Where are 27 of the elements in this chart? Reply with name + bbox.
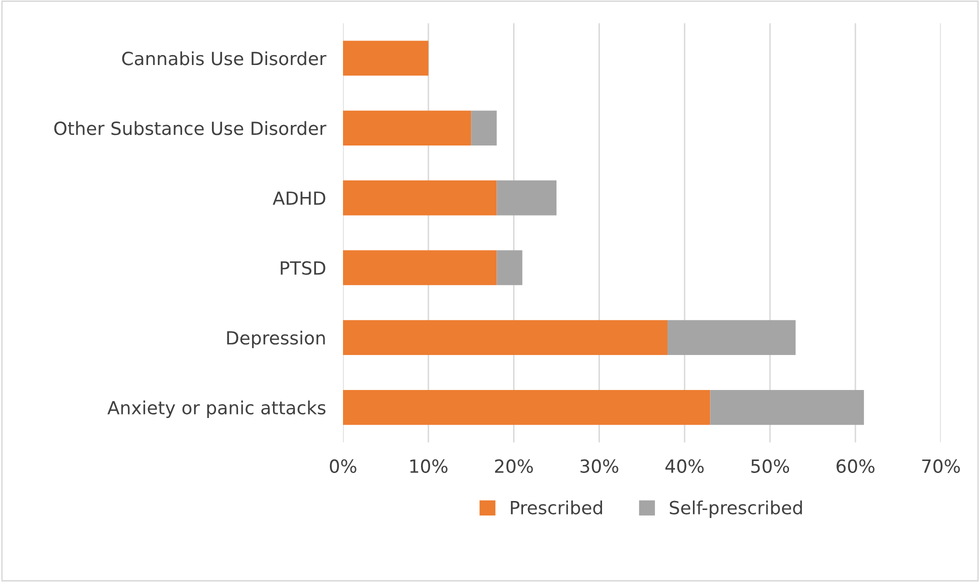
x-tick-label: 0% xyxy=(330,459,356,473)
bar xyxy=(496,250,522,286)
bar xyxy=(343,110,472,146)
bar xyxy=(471,110,497,146)
y-tick-label: Depression xyxy=(227,330,325,348)
bar xyxy=(668,320,796,356)
bar xyxy=(343,250,497,286)
bar xyxy=(496,180,556,216)
y-tick-label: Other Substance Use Disorder xyxy=(54,121,326,136)
x-tick-label: 30% xyxy=(580,459,618,473)
legend-label: Self-prescribed xyxy=(670,500,802,518)
x-tick-label: 40% xyxy=(665,459,704,473)
bar xyxy=(343,320,668,356)
bar xyxy=(343,40,428,76)
legend-label: Prescribed xyxy=(510,500,602,514)
x-tick-label: 60% xyxy=(836,459,874,473)
bar xyxy=(343,180,497,216)
y-tick-label: Cannabis Use Disorder xyxy=(122,51,326,66)
bar xyxy=(343,390,710,425)
x-tick-label: 50% xyxy=(751,459,790,473)
y-tick-label: PTSD xyxy=(280,261,326,275)
y-tick-label: ADHD xyxy=(272,192,326,205)
x-tick-label: 20% xyxy=(495,459,533,473)
y-tick-label: Anxiety or panic attacks xyxy=(107,400,326,418)
x-tick-label: 10% xyxy=(410,459,448,473)
bar xyxy=(710,390,864,425)
x-tick-label: 70% xyxy=(922,459,960,473)
